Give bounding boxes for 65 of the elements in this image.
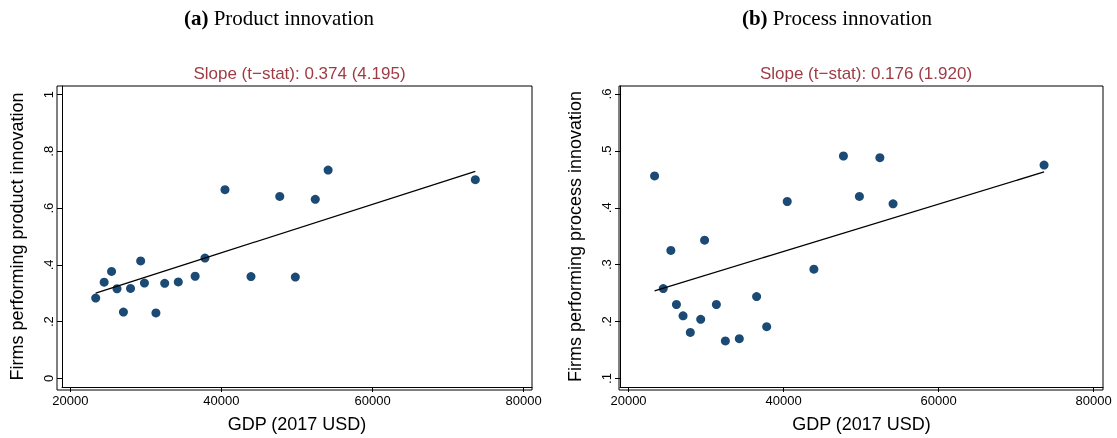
y-tick-label: .5 (599, 145, 614, 157)
y-tick-label: .3 (599, 259, 614, 271)
y-tick-label: .6 (599, 88, 614, 100)
point (136, 256, 146, 266)
chart-subtitle: Slope (t−stat): 0.374 (4.195) (193, 64, 406, 83)
point (696, 314, 706, 324)
point (246, 272, 256, 282)
point (854, 191, 864, 201)
point (470, 175, 480, 185)
point (99, 277, 109, 287)
y-axis-title: Firms performing product innovation (7, 92, 27, 381)
point (107, 266, 117, 276)
point (173, 277, 183, 287)
point (888, 199, 898, 209)
y-tick-label: .6 (41, 202, 56, 214)
x-axis-title: GDP (2017 USD) (792, 414, 931, 434)
point (91, 293, 101, 303)
point (685, 327, 695, 337)
y-tick-label: .4 (599, 202, 614, 214)
y-tick-label: .2 (599, 316, 614, 327)
point (671, 300, 681, 309)
point (160, 278, 170, 288)
point (275, 191, 285, 201)
point (1039, 160, 1049, 170)
point (838, 151, 848, 161)
point (139, 278, 149, 288)
x-tick-label: 20000 (52, 393, 89, 408)
point (151, 308, 161, 318)
x-tick-label: 20000 (610, 393, 647, 408)
y-tick-label: .4 (41, 259, 56, 271)
point (118, 307, 128, 317)
point (875, 153, 885, 163)
point (678, 311, 688, 321)
point (752, 292, 762, 302)
point (126, 283, 136, 293)
point (323, 165, 333, 175)
point (220, 185, 230, 195)
point (711, 300, 721, 309)
x-tick-label: 80000 (1075, 393, 1112, 408)
chart-title: (a) Product innovation (183, 5, 375, 30)
y-tick-label: 0 (41, 374, 56, 383)
point (809, 264, 819, 274)
chart-title: (b) Process innovation (741, 5, 933, 30)
point (720, 336, 730, 346)
point (290, 272, 300, 282)
point (782, 197, 792, 206)
x-tick-label: 40000 (203, 393, 240, 408)
x-axis-title: GDP (2017 USD) (227, 414, 367, 434)
point (650, 171, 660, 181)
y-tick-label: 1 (41, 90, 56, 99)
x-tick-label: 80000 (505, 393, 542, 408)
point (734, 334, 744, 344)
point (310, 194, 320, 204)
point (190, 271, 200, 281)
point (762, 322, 772, 332)
x-tick-label: 40000 (765, 393, 802, 408)
y-axis-title: Firms performing process innovation (565, 90, 585, 383)
x-tick-label: 60000 (354, 393, 391, 408)
point (666, 245, 676, 255)
point (700, 235, 710, 245)
chart-subtitle: Slope (t−stat): 0.176 (1.920) (759, 64, 973, 83)
y-tick-label: .2 (41, 316, 56, 328)
y-tick-label: .1 (599, 373, 614, 384)
x-tick-label: 60000 (920, 393, 957, 408)
y-tick-label: .8 (41, 145, 56, 157)
